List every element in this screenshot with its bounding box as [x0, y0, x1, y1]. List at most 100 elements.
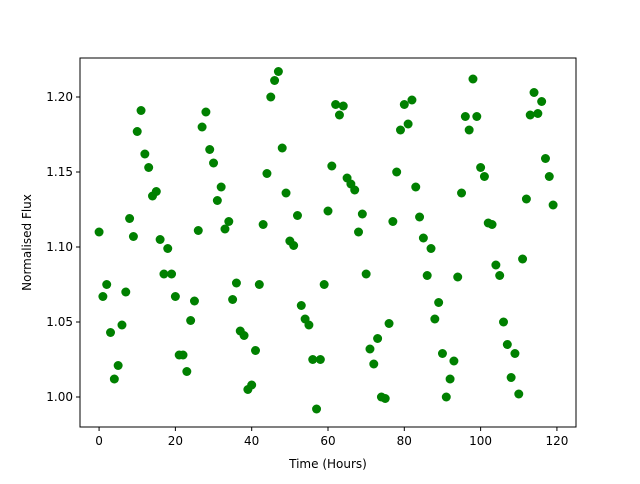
data-point [399, 100, 409, 109]
data-point [537, 97, 547, 106]
data-point [422, 271, 432, 280]
data-point [388, 217, 398, 226]
data-point [319, 280, 329, 289]
data-point [434, 298, 444, 307]
y-tick-label: 1.10 [46, 240, 73, 254]
data-point [113, 361, 123, 370]
data-point [495, 271, 505, 280]
y-tick-label: 1.20 [46, 90, 73, 104]
data-point [453, 272, 463, 282]
data-point [167, 269, 177, 279]
data-point [189, 296, 199, 306]
data-point [109, 374, 119, 384]
data-point [209, 158, 219, 168]
data-point [125, 214, 135, 223]
data-point [361, 269, 371, 279]
data-point [415, 212, 425, 222]
x-tick-label: 120 [545, 434, 568, 448]
data-point [247, 380, 257, 390]
data-point [308, 355, 318, 364]
y-tick-label: 1.05 [46, 315, 73, 329]
data-point [117, 320, 127, 330]
y-axis-ticks: 1.00 1.05 1.10 1.15 1.20 [46, 90, 80, 404]
data-point [216, 182, 226, 192]
data-point [151, 187, 161, 196]
data-point [460, 112, 470, 121]
data-point [270, 76, 280, 85]
data-point [395, 125, 405, 135]
data-point [369, 359, 379, 369]
data-point [468, 74, 478, 84]
data-point [273, 67, 283, 76]
plot-frame [79, 57, 577, 428]
data-point [106, 328, 116, 337]
data-point [544, 172, 554, 181]
data-point [354, 227, 364, 237]
data-point [186, 316, 196, 325]
y-axis-label: Normalised Flux [20, 194, 34, 291]
data-point [304, 320, 314, 330]
data-point [98, 292, 108, 301]
data-points [94, 67, 558, 414]
data-point [136, 106, 146, 115]
data-point [296, 301, 306, 310]
y-tick-label: 1.00 [46, 390, 73, 404]
data-point [144, 163, 154, 172]
data-point [506, 373, 516, 382]
data-point [205, 145, 215, 154]
data-point [193, 226, 203, 235]
data-point [239, 331, 249, 340]
data-point [365, 344, 375, 354]
data-point [457, 188, 467, 198]
data-point [281, 188, 291, 198]
data-point [525, 110, 535, 120]
data-point [472, 112, 482, 121]
data-point [323, 206, 333, 216]
data-point [350, 185, 360, 195]
x-tick-label: 40 [244, 434, 259, 448]
data-point [518, 254, 528, 264]
data-point [327, 161, 337, 171]
data-point [533, 109, 543, 118]
data-point [254, 280, 264, 289]
data-point [178, 350, 188, 360]
data-point [155, 235, 165, 244]
data-point [384, 319, 394, 328]
data-point [521, 194, 531, 204]
data-point [224, 217, 234, 226]
data-point [510, 349, 520, 358]
x-tick-label: 100 [469, 434, 492, 448]
y-tick-label: 1.15 [46, 165, 73, 179]
data-point [140, 149, 150, 159]
data-point [334, 110, 344, 120]
data-point [403, 119, 413, 129]
data-point [277, 143, 287, 153]
data-point [418, 233, 428, 243]
data-point [380, 394, 390, 403]
data-point [201, 107, 211, 117]
data-point [430, 314, 440, 324]
data-point [487, 220, 497, 229]
data-point [289, 241, 299, 250]
data-point [407, 95, 417, 105]
data-point [491, 260, 501, 270]
data-point [464, 125, 474, 135]
data-point [292, 211, 302, 220]
data-point [441, 392, 451, 402]
data-point [476, 163, 486, 172]
data-point [197, 122, 207, 132]
data-point [426, 244, 436, 253]
data-point [228, 295, 238, 304]
data-point [258, 220, 268, 229]
data-point [411, 182, 421, 192]
data-point [445, 374, 455, 384]
data-point [437, 349, 447, 358]
data-point [94, 227, 104, 237]
data-point [159, 269, 169, 279]
data-point [251, 346, 261, 355]
data-point [499, 317, 509, 327]
data-point [392, 167, 402, 177]
x-tick-label: 20 [168, 434, 183, 448]
